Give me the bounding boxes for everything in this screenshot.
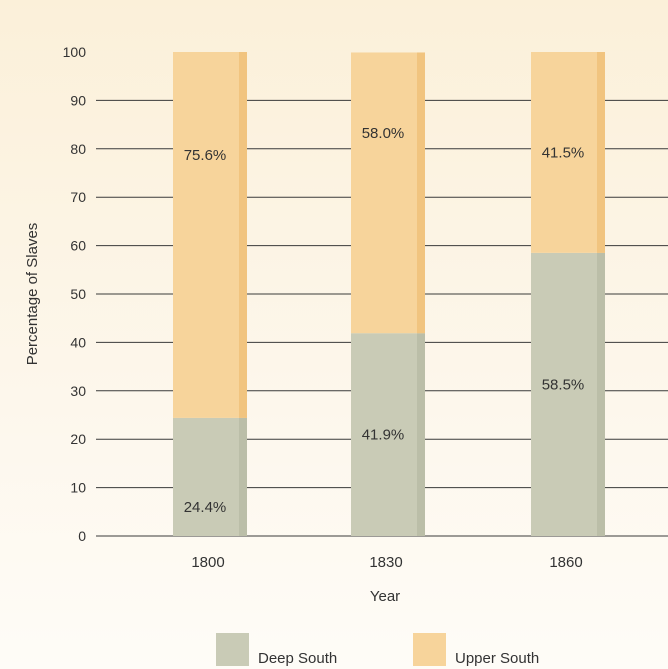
y-tick-label: 0 bbox=[78, 528, 86, 544]
legend-label: Upper South bbox=[455, 650, 539, 667]
bar-deep-south-1800 bbox=[173, 417, 247, 536]
legend-label: Deep South bbox=[258, 650, 337, 667]
y-tick-label: 70 bbox=[70, 189, 86, 205]
y-tick-label: 100 bbox=[63, 44, 87, 60]
bar-shade bbox=[239, 52, 247, 418]
y-tick-label: 40 bbox=[70, 334, 86, 350]
data-labels: 24.4% 75.6% 41.9% 58.0% 58.5% 41.5% bbox=[184, 125, 585, 516]
bar-shade bbox=[417, 333, 425, 536]
bar-upper-south-1860 bbox=[531, 52, 605, 253]
y-tick-label: 10 bbox=[70, 480, 86, 496]
bar-shade bbox=[597, 52, 605, 253]
y-tick-label: 60 bbox=[70, 238, 86, 254]
data-label: 75.6% bbox=[184, 147, 227, 164]
data-label: 41.9% bbox=[362, 427, 405, 444]
bar-deep-south-1860 bbox=[531, 252, 605, 537]
x-tick-label: 1860 bbox=[549, 554, 582, 571]
x-tick-label: 1800 bbox=[191, 554, 224, 571]
bar-shade bbox=[597, 252, 605, 537]
x-tick-label: 1830 bbox=[369, 554, 402, 571]
data-label: 24.4% bbox=[184, 499, 227, 516]
bar-shade bbox=[417, 52, 425, 334]
y-tick-label: 20 bbox=[70, 431, 86, 447]
legend-swatch-deep-south bbox=[216, 633, 249, 666]
y-tick-labels: 0 10 20 30 40 50 60 70 80 90 100 bbox=[63, 44, 87, 544]
bars bbox=[173, 52, 605, 537]
data-label: 58.5% bbox=[542, 376, 585, 393]
bar-upper-south-1800 bbox=[173, 52, 247, 418]
y-tick-label: 80 bbox=[70, 141, 86, 157]
y-axis-label: Percentage of Slaves bbox=[24, 223, 41, 366]
y-tick-label: 50 bbox=[70, 286, 86, 302]
bar-upper-south-1830 bbox=[351, 52, 425, 334]
y-tick-label: 90 bbox=[70, 92, 86, 108]
bar-shade bbox=[239, 417, 247, 536]
y-tick-label: 30 bbox=[70, 383, 86, 399]
bar-deep-south-1830 bbox=[351, 333, 425, 536]
x-tick-labels: 1800 1830 1860 bbox=[191, 554, 582, 571]
data-label: 58.0% bbox=[362, 125, 405, 142]
legend: Deep South Upper South bbox=[216, 633, 539, 667]
x-axis-label: Year bbox=[370, 588, 400, 605]
legend-swatch-upper-south bbox=[413, 633, 446, 666]
data-label: 41.5% bbox=[542, 144, 585, 161]
